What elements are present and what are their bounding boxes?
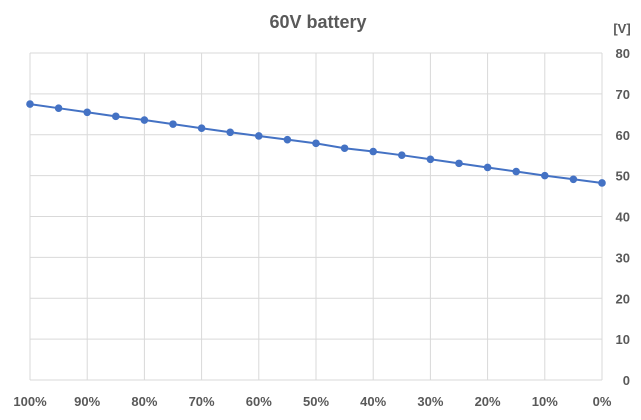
x-tick-label: 70% (189, 394, 215, 409)
chart-title: 60V battery (269, 12, 366, 32)
x-tick-label: 50% (303, 394, 329, 409)
data-point (569, 175, 578, 184)
y-tick-label: 60 (616, 128, 630, 143)
x-tick-label: 60% (246, 394, 272, 409)
series (26, 100, 606, 187)
data-point (483, 163, 492, 172)
data-point (541, 171, 549, 180)
data-point (512, 167, 520, 176)
data-point (598, 179, 606, 187)
x-tick-label: 100% (13, 394, 47, 409)
x-tick-label: 30% (417, 394, 443, 409)
x-tick-labels: 100% 90% 80% 70% 60% 50% 40% 30% 20% 10% 0% (13, 394, 611, 409)
data-point (340, 144, 349, 153)
data-point (226, 128, 234, 137)
data-point (54, 104, 63, 112)
y-tick-labels: 0 10 20 30 40 50 60 70 80 (616, 46, 630, 388)
y-tick-label: 0 (623, 373, 630, 388)
x-tick-label: 90% (74, 394, 100, 409)
data-point (169, 120, 177, 128)
x-tick-label: 20% (475, 394, 501, 409)
y-tick-label: 50 (616, 169, 630, 184)
data-point (426, 155, 435, 164)
y-tick-label: 20 (616, 291, 630, 306)
data-point (83, 108, 91, 117)
x-tick-label: 40% (360, 394, 386, 409)
gridlines (29, 52, 603, 381)
data-point (140, 116, 149, 124)
y-tick-label: 40 (616, 210, 630, 225)
data-point (455, 159, 463, 168)
y-tick-label: 30 (616, 250, 630, 265)
data-point (254, 132, 263, 140)
x-tick-label: 10% (532, 394, 558, 409)
x-tick-label: 80% (131, 394, 157, 409)
x-tick-label: 0% (593, 394, 612, 409)
data-point (26, 100, 34, 108)
data-point (112, 112, 120, 121)
y-tick-label: 80 (616, 46, 630, 61)
data-point (312, 139, 320, 148)
data-point (283, 135, 292, 144)
y-tick-label: 70 (616, 87, 630, 102)
y-tick-label: 10 (616, 332, 630, 347)
data-point (197, 124, 206, 133)
data-point (398, 151, 406, 159)
y-axis-unit-label: [V] (613, 21, 630, 36)
data-point (369, 147, 378, 156)
